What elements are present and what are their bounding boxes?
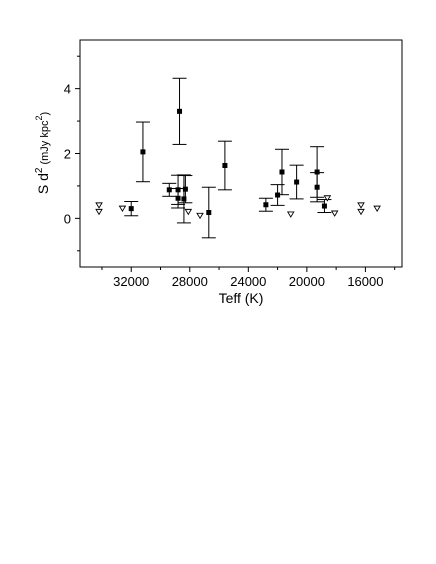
detection-point [175,187,181,193]
y-tick-label: 2 [64,147,71,162]
upper-limit-point [184,208,193,216]
y-axis-title-main: S d [35,173,51,194]
detection-point [222,162,228,168]
detection-point [140,149,146,155]
upper-limit-point [323,195,332,202]
detection-point [294,179,300,185]
upper-limit-point [118,205,127,213]
x-tick-label: 24000 [230,274,266,289]
y-axis-title-close: ) [39,112,51,116]
detection-point [314,169,320,175]
x-axis: 32000 28000 24000 20000 16000 [101,267,396,289]
upper-limit-point [373,205,381,213]
detection-point [128,206,134,212]
plot-frame [79,39,403,268]
upper-limit-point [95,208,103,216]
y-tick-label: 4 [64,82,71,97]
detection-point [175,195,181,201]
upper-limit-point [357,208,365,216]
detection-point [314,184,320,190]
detection-point [275,192,281,198]
upper-limit-point [196,212,204,220]
x-axis-title: Teff (K) [219,290,264,306]
detection-point [321,203,327,209]
x-tick-label: 28000 [172,274,208,289]
y-tick-label: 0 [64,211,71,226]
detection-point [181,196,187,202]
y-axis-title: S d2 (mJy kpc2) [34,112,51,194]
detection-point [206,210,212,216]
detection-point [177,108,183,114]
y-axis-title-sup2: 2 [34,116,44,121]
detection-point [263,202,269,208]
detection-point [182,186,188,192]
x-tick-label: 20000 [289,274,325,289]
y-axis-title-sup1: 2 [34,167,45,173]
upper-limit-point [357,202,365,209]
detection-point [279,169,285,175]
data-markers [95,108,381,220]
detection-point [166,187,172,193]
error-bars [124,77,332,239]
x-tick-label: 16000 [347,274,383,289]
upper-limit-point [286,211,295,218]
upper-limit-point [330,210,339,217]
y-axis: 0 2 4 [64,55,80,252]
x-tick-label: 32000 [113,274,149,289]
y-axis-title-unit: (mJy kpc [39,120,51,168]
upper-limit-point [95,202,103,209]
